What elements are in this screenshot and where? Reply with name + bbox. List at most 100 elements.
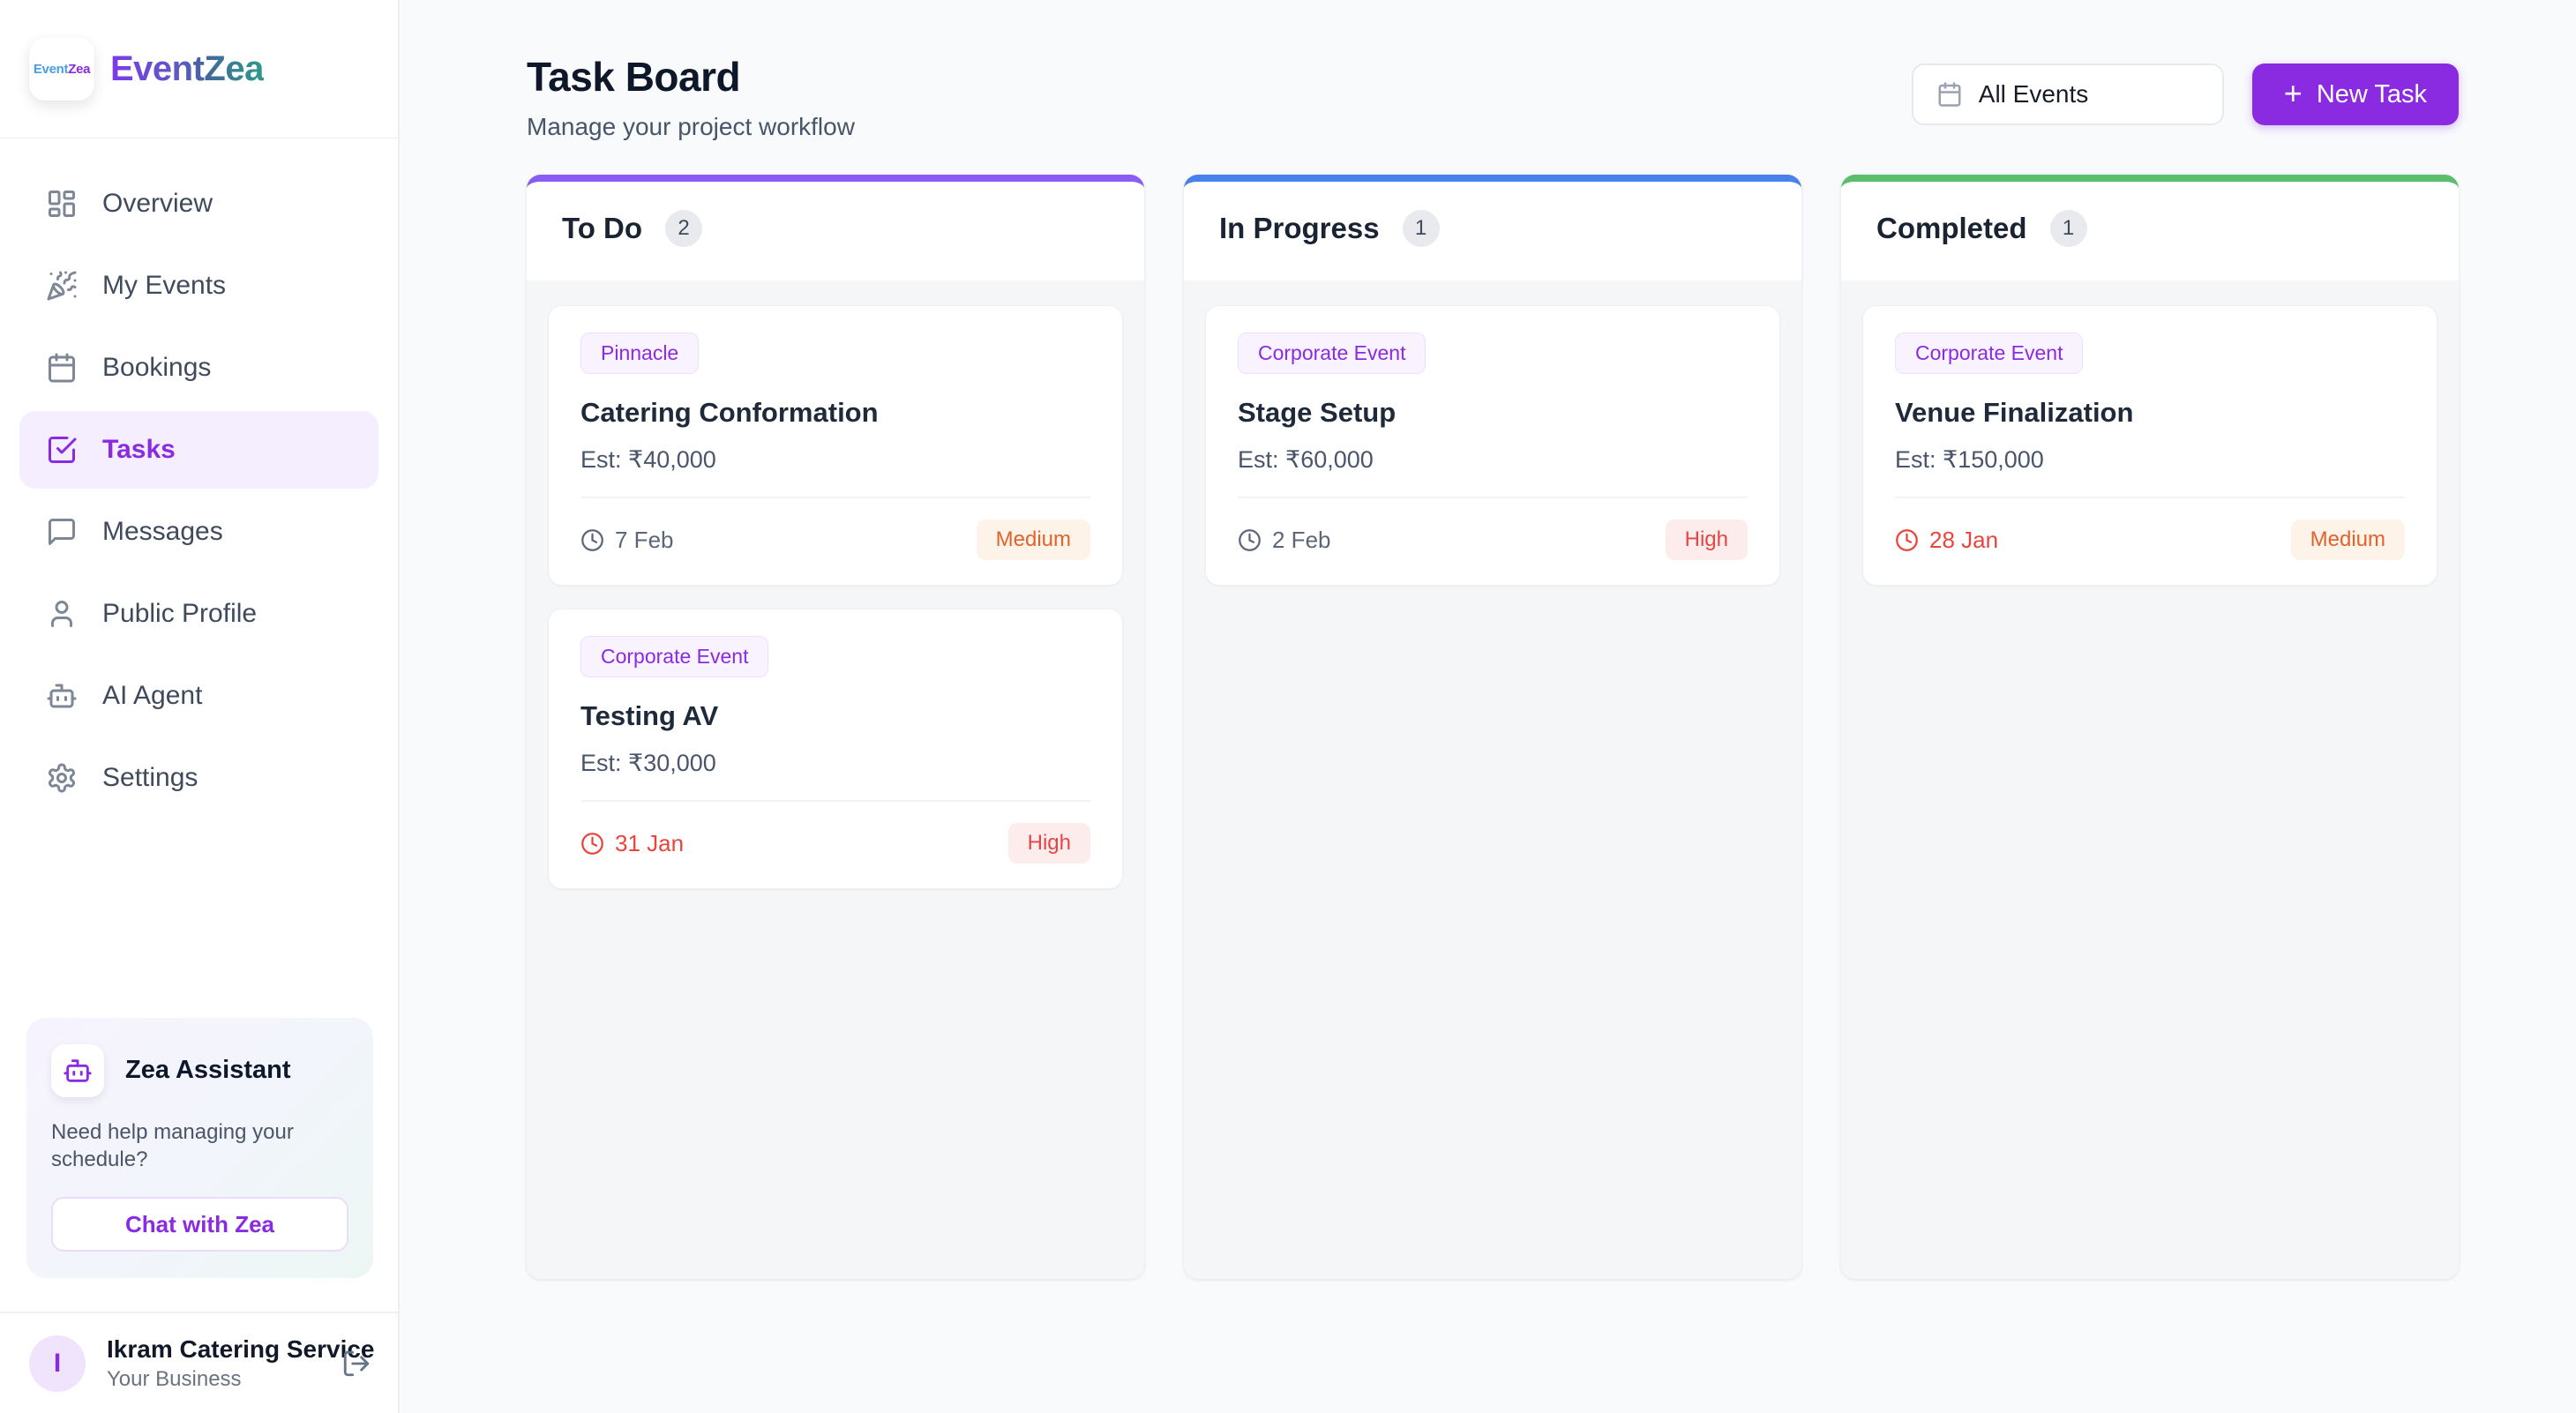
event-tag-badge: Pinnacle (580, 333, 700, 374)
due-date-label: 31 Jan (615, 829, 685, 856)
column-title: In Progress (1219, 212, 1380, 244)
calendar-icon (1936, 81, 1963, 108)
column-body: Pinnacle Catering Conformation Est: ₹40,00… (527, 280, 1144, 1279)
sidebar-item-label: Settings (102, 763, 198, 792)
gear-icon (46, 762, 78, 794)
message-icon (46, 516, 78, 548)
task-card[interactable]: Corporate Event Venue Finalization Est: ₹1… (1862, 305, 2437, 586)
task-estimate: Est: ₹40,000 (580, 446, 716, 473)
column-body: Corporate Event Stage Setup Est: ₹60,000 2 … (1184, 280, 1801, 1279)
board-column-in-progress: In Progress 1 Corporate Event Stage Setup Es… (1184, 175, 1801, 1279)
chat-with-zea-button[interactable]: Chat with Zea (51, 1197, 348, 1252)
due-date: 2 Feb (1238, 527, 1331, 554)
clock-icon (580, 832, 604, 856)
assistant-header: Zea Assistant (51, 1043, 348, 1097)
sidebar-item-label: Overview (102, 189, 213, 218)
task-title: Catering Conformation (580, 397, 879, 428)
avatar: I (29, 1334, 86, 1392)
column-count-badge: 1 (2049, 210, 2087, 247)
task-title: Stage Setup (1238, 397, 1397, 428)
logo-mark-event: Event (33, 61, 69, 77)
card-footer: 28 Jan Medium (1895, 497, 2405, 560)
sidebar-item-ai-agent[interactable]: AI Agent (19, 657, 378, 735)
sidebar-item-label: Tasks (102, 435, 176, 464)
priority-badge: High (1007, 823, 1090, 864)
due-date-label: 7 Feb (615, 526, 674, 553)
sidebar-item-my-events[interactable]: My Events (19, 247, 378, 325)
page-subtitle: Manage your project workflow (527, 113, 855, 140)
due-date: 31 Jan (580, 830, 684, 857)
page-header-text: Task Board Manage your project workflow (527, 53, 855, 141)
priority-badge: High (1665, 520, 1748, 560)
sidebar-item-label: Bookings (102, 353, 212, 382)
sidebar-spacer (0, 821, 398, 1018)
task-card[interactable]: Corporate Event Testing AV Est: ₹30,000 31 … (548, 609, 1123, 889)
task-estimate: Est: ₹60,000 (1238, 446, 1374, 473)
column-title: Completed (1876, 212, 2027, 244)
sidebar-item-label: Messages (102, 517, 223, 546)
task-card[interactable]: Pinnacle Catering Conformation Est: ₹40,00… (548, 305, 1123, 586)
sidebar-item-label: My Events (102, 271, 227, 300)
board-column-to-do: To Do 2 Pinnacle Catering Conformation Est: … (527, 175, 1144, 1279)
column-body: Corporate Event Venue Finalization Est: ₹1… (1841, 280, 2459, 1279)
grid-icon (46, 188, 78, 220)
sidebar-nav: Overview My Events Bookings Tasks Messages Pu… (0, 138, 398, 821)
app-title: EventZea (110, 49, 264, 89)
sidebar-item-label: AI Agent (102, 681, 203, 710)
bot-icon (46, 680, 78, 712)
due-date: 28 Jan (1895, 527, 1998, 554)
sidebar-item-tasks[interactable]: Tasks (19, 411, 378, 489)
sidebar-item-overview[interactable]: Overview (19, 165, 378, 243)
event-filter-select[interactable]: All Events (1911, 64, 2224, 125)
sidebar-item-messages[interactable]: Messages (19, 493, 378, 571)
user-profile[interactable]: I Ikram Catering Service Your Business (0, 1312, 398, 1413)
plus-icon: + (2283, 74, 2303, 111)
bot-icon (63, 1056, 93, 1086)
task-estimate: Est: ₹150,000 (1895, 446, 2044, 473)
sidebar: Event Zea EventZea Overview My Events Booki… (0, 0, 400, 1413)
sidebar-item-bookings[interactable]: Bookings (19, 329, 378, 407)
logo: Event Zea EventZea (0, 0, 398, 138)
user-name: Ikram Catering Service (107, 1334, 375, 1363)
task-board: To Do 2 Pinnacle Catering Conformation Est: … (527, 175, 2459, 1279)
new-task-button[interactable]: + New Task (2251, 64, 2459, 125)
event-tag-badge: Corporate Event (1238, 333, 1427, 374)
due-date: 7 Feb (580, 527, 674, 554)
header-controls: All Events + New Task (1911, 64, 2459, 125)
user-icon (46, 598, 78, 630)
card-footer: 2 Feb High (1238, 497, 1748, 560)
assistant-title: Zea Assistant (125, 1056, 291, 1085)
logout-icon[interactable] (341, 1349, 371, 1379)
logo-mark: Event Zea (29, 37, 94, 101)
priority-badge: Medium (2290, 520, 2405, 560)
task-title: Venue Finalization (1895, 397, 2134, 428)
task-card[interactable]: Corporate Event Stage Setup Est: ₹60,000 2 … (1205, 305, 1780, 586)
column-count-badge: 2 (665, 210, 703, 247)
app-title-text: EventZea (110, 49, 264, 88)
clock-icon (1238, 528, 1262, 552)
card-footer: 7 Feb Medium (580, 497, 1090, 560)
due-date-label: 28 Jan (1929, 526, 1999, 553)
column-header: In Progress 1 (1184, 182, 1801, 280)
assistant-description: Need help managing your schedule? (51, 1119, 294, 1172)
column-title: To Do (562, 212, 643, 244)
event-filter-value: All Events (1978, 80, 2089, 108)
sidebar-item-public-profile[interactable]: Public Profile (19, 575, 378, 653)
assistant-icon-box (51, 1043, 104, 1097)
column-header: To Do 2 (527, 182, 1144, 280)
board-column-completed: Completed 1 Corporate Event Venue Finalizat… (1841, 175, 2459, 1279)
sidebar-item-label: Public Profile (102, 599, 258, 628)
check-square-icon (46, 434, 78, 466)
logo-mark-zea: Zea (68, 61, 91, 77)
calendar-icon (46, 352, 78, 384)
page-title: Task Board (527, 54, 741, 100)
column-count-badge: 1 (1402, 210, 1440, 247)
page-header: Task Board Manage your project workflow … (527, 53, 2459, 141)
task-title: Testing AV (580, 700, 719, 731)
event-tag-badge: Corporate Event (580, 636, 769, 677)
main-content: Task Board Manage your project workflow … (400, 0, 2576, 1413)
sidebar-item-settings[interactable]: Settings (19, 739, 378, 817)
due-date-label: 2 Feb (1272, 526, 1331, 553)
clock-icon (1895, 528, 1919, 552)
